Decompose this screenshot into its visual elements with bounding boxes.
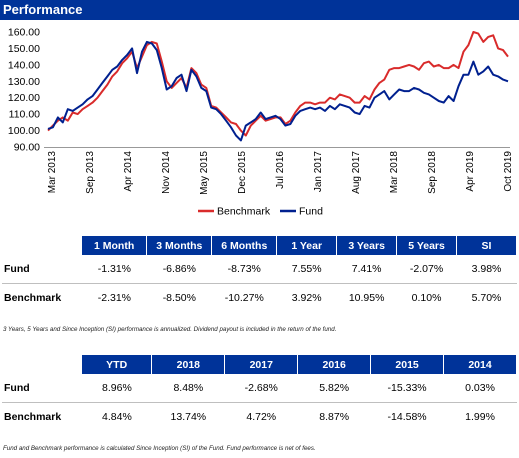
header-1-year: 1 Year [276, 236, 338, 255]
x-tick-label: Aug 2017 [351, 151, 362, 194]
header-3-years: 3 Years [336, 236, 398, 255]
table-cell: 13.74% [151, 402, 225, 431]
header-1-month: 1 Month [81, 236, 148, 255]
header-2017: 2017 [224, 355, 299, 374]
table-cell: 5.70% [456, 283, 517, 312]
header-blank [2, 355, 82, 374]
table-cell: 8.96% [102, 382, 132, 394]
table-cell: 5.82% [319, 382, 350, 394]
table-cell: -8.73% [227, 263, 261, 275]
x-tick-label: Oct 2019 [503, 151, 514, 192]
x-tick-label: Dec 2015 [237, 151, 248, 194]
y-tick-label: 110.00 [9, 109, 40, 121]
header-6-months: 6 Months [211, 236, 278, 255]
table-cell: 8.48% [173, 382, 204, 394]
trailing-returns-table: 1 Month 3 Months 6 Months 1 Year 3 Years… [2, 236, 517, 312]
y-tick-label: 130.00 [8, 76, 40, 88]
x-tick-label: Apr 2014 [123, 151, 134, 192]
header-2014: 2014 [443, 355, 517, 374]
header-5-years: 5 Years [396, 236, 458, 255]
x-tick-label: Sep 2018 [427, 151, 438, 194]
x-tick-label: Jan 2017 [313, 151, 324, 193]
table-cell: 8.87% [297, 402, 371, 431]
row-label: Fund [4, 382, 30, 394]
y-tick-label: 100.00 [8, 125, 40, 137]
table-cell: 7.41% [351, 263, 382, 275]
table-cell: -6.86% [162, 263, 196, 275]
table-cell: 3.92% [276, 283, 337, 312]
table-row-fund: Fund 8.96% 8.48% -2.68% 5.82% -15.33% 0.… [2, 374, 517, 403]
y-tick-label: 150.00 [8, 43, 40, 55]
header-si: SI [456, 236, 517, 255]
table-cell: -1.31% [97, 263, 132, 275]
table-cell: 7.55% [291, 263, 322, 275]
table-cell: 10.95% [336, 283, 397, 312]
table-cell: -10.27% [211, 283, 277, 312]
y-tick-label: 120.00 [8, 92, 40, 104]
x-tick-label: Jul 2016 [275, 151, 286, 189]
table-cell: -2.07% [409, 263, 444, 275]
table-row-fund: Fund -1.31% -6.86% -8.73% 7.55% 7.41% -2… [2, 255, 517, 284]
table-header-row: 1 Month 3 Months 6 Months 1 Year 3 Years… [2, 236, 517, 255]
x-tick-label: Nov 2014 [161, 151, 172, 194]
series-line-fund [47, 40, 509, 142]
performance-chart: 90.00 100.00 110.00 120.00 130.00 140.00 150.0… [8, 27, 514, 218]
header-3-months: 3 Months [146, 236, 213, 255]
table-cell: 0.03% [465, 382, 495, 394]
table-cell: 1.99% [443, 402, 517, 431]
x-tick-label: Mar 2013 [47, 151, 58, 194]
table-cell: -2.68% [244, 382, 278, 394]
table-row-benchmark: Benchmark -2.31% -8.50% -10.27% 3.92% 10… [2, 283, 517, 312]
y-tick-label: 160.00 [8, 27, 40, 39]
table-cell: 4.84% [81, 402, 152, 431]
y-tick-label: 90.00 [14, 142, 40, 154]
header-ytd: YTD [81, 355, 153, 374]
table-cell: 0.10% [396, 283, 457, 312]
table-cell: -15.33% [387, 382, 427, 394]
series-line-benchmark [47, 31, 509, 137]
calendar-returns-table: YTD 2018 2017 2016 2015 2014 Fund 8.96% … [2, 355, 517, 431]
x-tick-label: Sep 2013 [85, 151, 96, 194]
x-tick-label: May 2015 [199, 151, 210, 195]
header-2016: 2016 [297, 355, 372, 374]
legend-label-fund: Fund [299, 206, 323, 218]
row-label: Benchmark [2, 283, 82, 312]
header-2018: 2018 [151, 355, 226, 374]
table-header-row: YTD 2018 2017 2016 2015 2014 [2, 355, 517, 374]
header-2015: 2015 [370, 355, 445, 374]
page-title: Performance [0, 0, 519, 20]
table-cell: -2.31% [81, 283, 147, 312]
row-label: Fund [4, 263, 30, 275]
x-tick-label: Apr 2019 [465, 151, 476, 192]
row-label: Benchmark [2, 402, 82, 431]
table-cell: 3.98% [471, 263, 502, 275]
y-tick-label: 140.00 [8, 59, 40, 71]
x-tick-label: Mar 2018 [389, 151, 400, 194]
fees-note: Fund and Benchmark performance is calcul… [3, 445, 316, 452]
table-cell: -14.58% [370, 402, 444, 431]
legend-label-benchmark: Benchmark [217, 206, 271, 218]
annualized-note: 3 Years, 5 Years and Since Inception (SI… [3, 326, 337, 333]
header-blank [2, 236, 82, 255]
table-cell: -8.50% [146, 283, 212, 312]
table-cell: 4.72% [224, 402, 298, 431]
table-row-benchmark: Benchmark 4.84% 13.74% 4.72% 8.87% -14.5… [2, 402, 517, 431]
